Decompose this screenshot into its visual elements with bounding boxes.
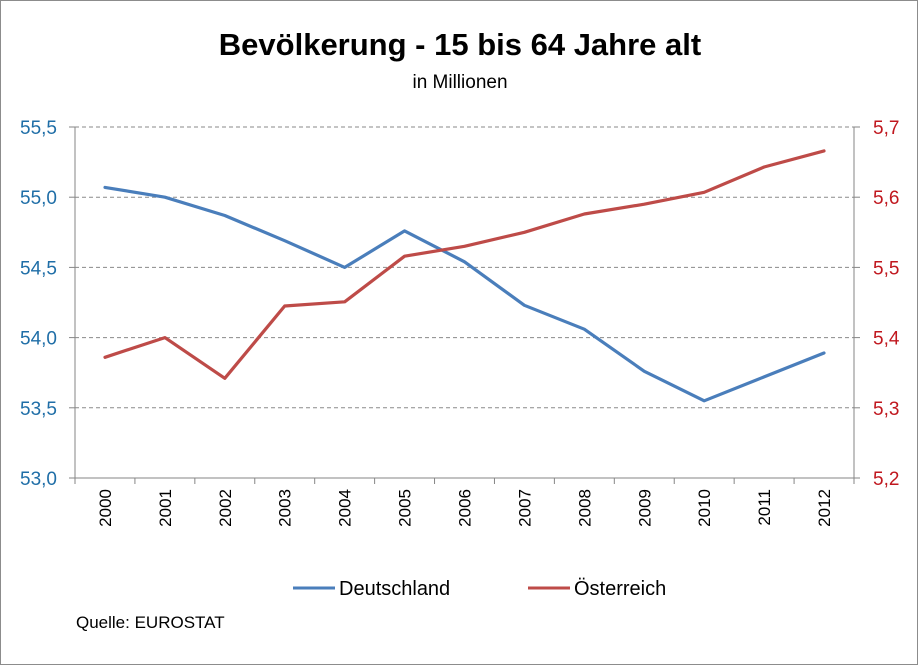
right-tick-label: 5,6 — [873, 188, 899, 209]
x-tick-label: 2006 — [456, 489, 475, 527]
series-line-deutschland — [103, 185, 826, 403]
x-tick-label: 2009 — [635, 489, 654, 527]
left-tick-label: 54,0 — [20, 329, 57, 350]
gridlines — [75, 126, 854, 409]
x-tick-label: 2004 — [336, 489, 355, 527]
right-tick-label: 5,5 — [873, 258, 899, 279]
right-tick-label: 5,3 — [873, 399, 899, 420]
right-tick-label: 5,4 — [873, 329, 900, 350]
left-tick-label: 55,5 — [20, 118, 57, 139]
x-axis-ticks: 2000 2001 2002 2003 2004 2005 2006 2007 2008 2009… — [96, 489, 834, 527]
series-lines — [103, 149, 826, 403]
axes — [69, 126, 860, 484]
x-tick-label: 2001 — [156, 489, 175, 527]
x-tick-label: 2010 — [695, 489, 714, 527]
source-note: Quelle: EUROSTAT — [76, 613, 225, 632]
right-tick-label: 5,7 — [873, 118, 899, 139]
x-tick-label: 2000 — [96, 489, 115, 527]
left-axis-ticks: 53,0 53,5 54,0 54,5 55,0 55,5 — [20, 118, 57, 490]
chart-subtitle: in Millionen — [412, 72, 507, 93]
x-tick-label: 2003 — [276, 489, 295, 527]
x-tick-label: 2011 — [755, 489, 774, 526]
right-tick-label: 5,2 — [873, 469, 899, 490]
x-tick-label: 2012 — [815, 489, 834, 527]
legend: Deutschland Österreich — [293, 578, 666, 600]
x-tick-label: 2007 — [515, 489, 534, 527]
legend-label-deutschland: Deutschland — [339, 578, 450, 600]
x-tick-label: 2005 — [396, 489, 415, 527]
left-tick-label: 53,0 — [20, 469, 57, 490]
left-tick-label: 54,5 — [20, 258, 57, 279]
series-line-sterreich — [103, 149, 826, 380]
x-tick-label: 2008 — [575, 489, 594, 527]
right-axis-ticks: 5,2 5,3 5,4 5,5 5,6 5,7 — [873, 118, 900, 490]
left-tick-label: 53,5 — [20, 399, 57, 420]
x-tick-label: 2002 — [216, 489, 235, 527]
legend-label-oesterreich: Österreich — [574, 578, 666, 600]
chart-title: Bevölkerung - 15 bis 64 Jahre alt — [219, 27, 701, 62]
left-tick-label: 55,0 — [20, 188, 57, 209]
